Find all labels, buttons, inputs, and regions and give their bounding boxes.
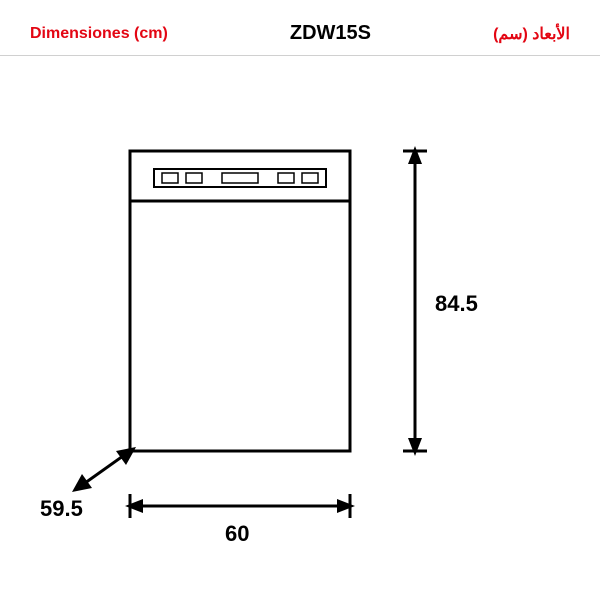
header-left-label: Dimensiones (cm) — [30, 25, 168, 43]
model-code: ZDW15S — [290, 22, 371, 45]
header: Dimensiones (cm) ZDW15S الأبعاد (سم) — [0, 0, 600, 56]
width-arrow — [125, 494, 355, 518]
height-arrow — [403, 146, 427, 456]
depth-arrow — [72, 447, 136, 492]
header-right-label: الأبعاد (سم) — [493, 24, 570, 44]
appliance-outline — [130, 151, 350, 451]
width-label: 60 — [225, 521, 249, 547]
dimension-diagram: 84.5 60 59.5 — [0, 56, 600, 581]
height-label: 84.5 — [435, 291, 478, 317]
depth-label: 59.5 — [40, 496, 83, 522]
